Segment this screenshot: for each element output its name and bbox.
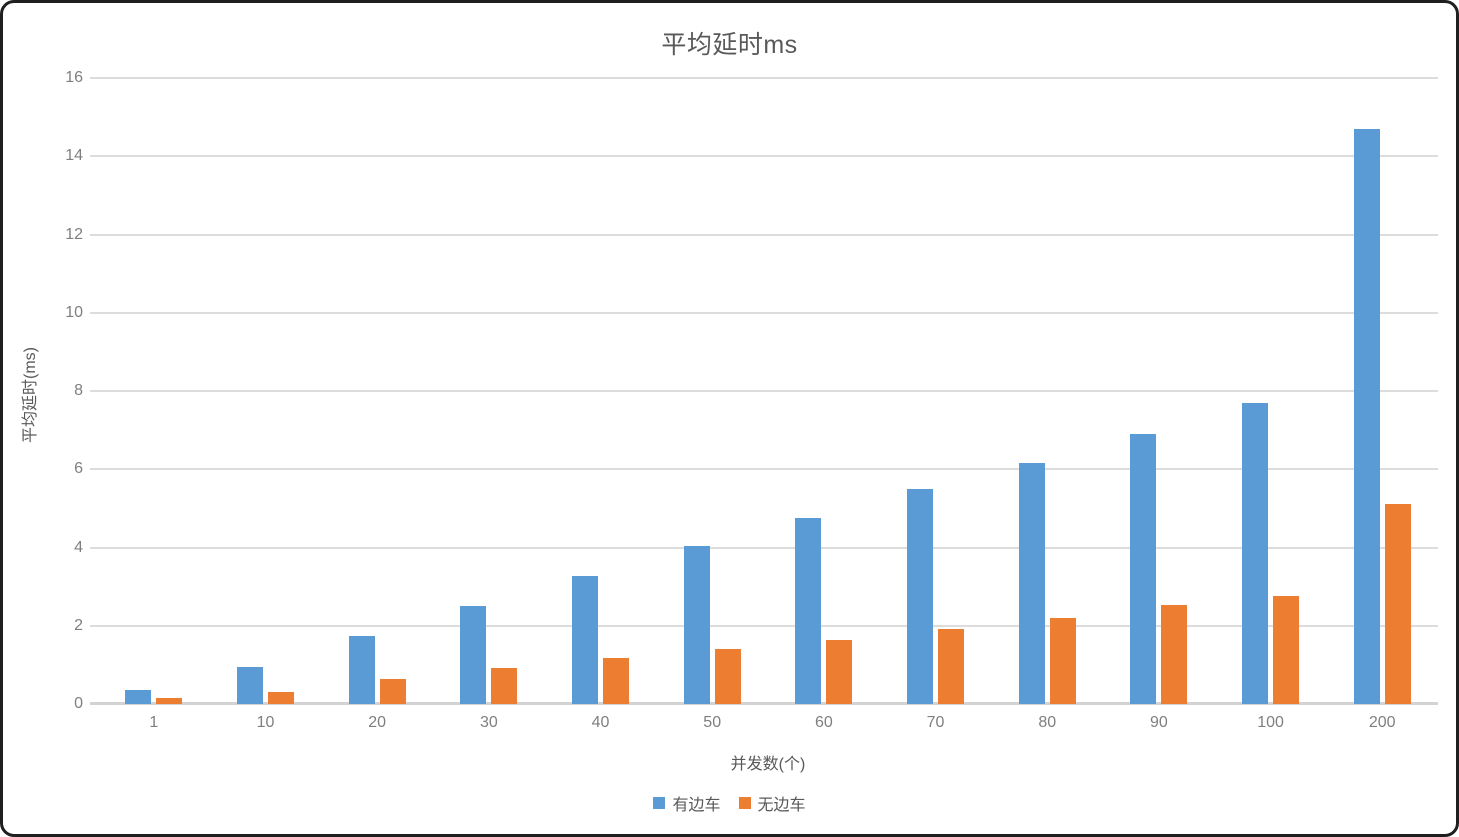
bar-无边车-90: [1161, 605, 1188, 704]
bar-无边车-50: [714, 649, 741, 704]
bar-有边车-200: [1353, 128, 1380, 704]
bar-有边车-1: [125, 690, 152, 704]
bar-group-80: [991, 78, 1103, 704]
gridline: [90, 311, 1438, 314]
x-tick-label: 50: [703, 714, 722, 731]
bar-无边车-10: [268, 692, 294, 704]
x-axis-title: 并发数(个): [730, 756, 806, 773]
bar-有边车-90: [1130, 434, 1157, 704]
bar-有边车-40: [572, 576, 599, 704]
bar-group-20: [321, 78, 433, 704]
y-tick-label: 4: [74, 538, 83, 556]
x-tick-label: 40: [591, 714, 610, 731]
bar-无边车-100: [1273, 596, 1300, 704]
bar-group-30: [433, 78, 545, 704]
y-tick-label: 14: [65, 147, 83, 165]
x-tick-label: 1: [149, 714, 159, 731]
bar-无边车-60: [826, 640, 853, 704]
gridline: [90, 624, 1438, 627]
x-axis-line: [90, 702, 1438, 705]
bar-group-50: [656, 78, 768, 704]
bar-有边车-70: [907, 488, 934, 704]
y-tick-label: 6: [74, 460, 83, 478]
y-tick-label: 16: [65, 69, 83, 86]
gridline: [90, 468, 1438, 471]
bar-group-10: [210, 78, 322, 704]
x-tick-label: 70: [926, 714, 945, 731]
bar-series-container: [98, 78, 1438, 704]
chart-legend: 有边车 无边车: [3, 791, 1456, 815]
bar-有边车-60: [795, 518, 822, 704]
bar-无边车-1: [156, 698, 183, 704]
bar-有边车-20: [348, 635, 375, 704]
x-tick-label: 60: [814, 714, 833, 731]
x-tick-label: 30: [479, 714, 498, 731]
bar-无边车-80: [1049, 617, 1076, 704]
x-axis-ticks: 1 10 20 30 40 50 60 70 80 90 100 200: [98, 714, 1438, 732]
legend-swatch-icon: [653, 797, 666, 809]
bar-无边车-30: [491, 668, 518, 704]
y-tick-label: 2: [74, 616, 83, 634]
bar-group-200: [1326, 78, 1438, 704]
bar-group-60: [768, 78, 880, 704]
legend-label: 无边车: [757, 797, 806, 814]
bar-无边车-200: [1384, 504, 1411, 704]
bar-有边车-50: [683, 545, 710, 704]
x-tick-label: 80: [1038, 714, 1057, 731]
y-tick-label: 10: [65, 303, 83, 321]
gridline: [90, 546, 1438, 549]
legend-swatch-icon: [738, 797, 751, 809]
bar-无边车-70: [938, 628, 965, 704]
legend-item-有边车: 有边车: [653, 791, 721, 815]
y-tick-label: 12: [65, 225, 83, 243]
gridline: [90, 155, 1438, 158]
bar-有边车-100: [1242, 402, 1269, 704]
legend-label: 有边车: [672, 797, 721, 814]
gridline: [90, 233, 1438, 236]
chart-title: 平均延时ms: [661, 31, 798, 59]
x-tick-label: 90: [1149, 714, 1168, 731]
bar-无边车-20: [379, 679, 406, 704]
bar-有边车-10: [237, 666, 263, 704]
bar-无边车-40: [603, 657, 630, 704]
gridline: [90, 77, 1438, 79]
bar-group-90: [1103, 78, 1215, 704]
x-tick-label: 200: [1368, 714, 1396, 731]
bar-group-70: [880, 78, 992, 704]
y-tick-label: 8: [74, 382, 83, 399]
bar-有边车-80: [1018, 463, 1045, 704]
x-tick-label: 100: [1257, 714, 1284, 731]
bar-group-40: [545, 78, 657, 704]
y-tick-label: 0: [74, 695, 83, 712]
bar-有边车-30: [460, 606, 487, 704]
gridline: [90, 390, 1438, 392]
x-tick-label: 20: [368, 714, 387, 731]
x-tick-label: 10: [256, 714, 275, 731]
bar-group-100: [1215, 78, 1327, 704]
legend-item-无边车: 无边车: [738, 791, 806, 815]
plot-area: [90, 77, 1438, 705]
bar-group-1: [98, 78, 210, 704]
